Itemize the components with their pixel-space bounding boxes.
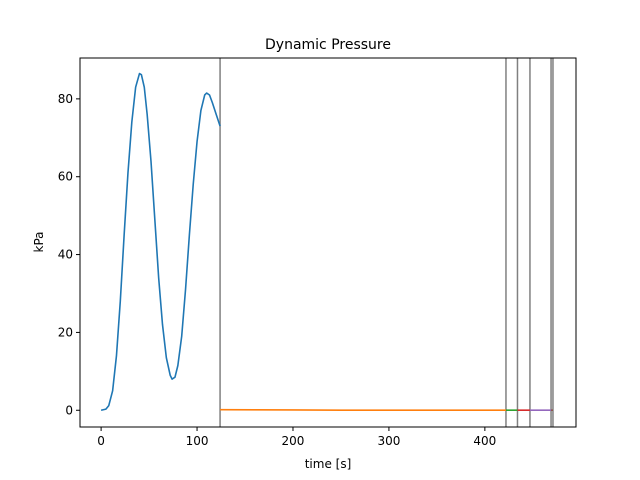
x-tick-label: 300	[377, 434, 400, 448]
x-tick-label: 400	[473, 434, 496, 448]
y-axis: 0 20 40 60 80	[58, 92, 80, 417]
axes-frame	[79, 57, 577, 428]
y-tick-label: 0	[65, 403, 73, 417]
x-axis: 0 100 200 300 400	[97, 427, 496, 448]
series-line-1	[100, 72, 221, 412]
y-tick-label: 60	[58, 170, 73, 184]
y-tick-label: 80	[58, 92, 73, 106]
x-tick-label: 200	[282, 434, 305, 448]
y-axis-label: kPa	[32, 232, 46, 253]
plot-area	[100, 58, 554, 427]
y-tick-label: 20	[58, 325, 73, 339]
x-tick-label: 100	[186, 434, 209, 448]
x-tick-label: 0	[97, 434, 105, 448]
series-line-2	[220, 408, 506, 412]
y-tick-label: 40	[58, 248, 73, 262]
chart-title: Dynamic Pressure	[265, 37, 391, 53]
x-axis-label: time [s]	[305, 457, 352, 471]
